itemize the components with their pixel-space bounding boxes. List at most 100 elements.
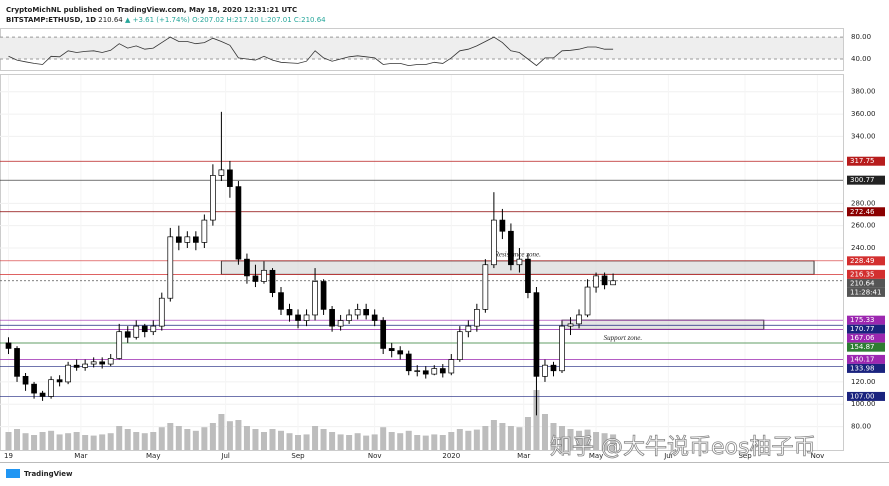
volume-bar [107, 433, 114, 450]
candle-body [473, 309, 480, 327]
candle-body [576, 314, 582, 325]
ohlc: O:207.02 H:217.10 L:207.01 C:210.64 [192, 16, 326, 24]
candle-body [31, 383, 37, 394]
candle-body [363, 309, 370, 316]
volume-bar [559, 426, 565, 450]
candle-body [354, 309, 361, 316]
change: ▲ +3.61 (+1.74%) [125, 16, 190, 24]
price-label: 216.35 [850, 270, 875, 278]
volume-bar [576, 430, 583, 450]
volume-bar [303, 434, 310, 450]
candle-body [269, 269, 276, 293]
candle-body [107, 358, 114, 365]
price-label: 140.17 [850, 355, 875, 363]
candle-body [584, 286, 591, 316]
rsi-line [8, 36, 614, 67]
volume-bar [260, 432, 267, 450]
volume-bar [346, 435, 353, 450]
volume-bar [439, 435, 446, 450]
candle-body [278, 292, 284, 310]
volume-bar [329, 432, 336, 450]
volume-bar [397, 433, 404, 450]
candle-body [73, 364, 80, 368]
volume-bar [116, 426, 123, 450]
candle-body [491, 219, 497, 266]
volume-bar [320, 429, 327, 450]
y-tick-label: 380.00 [851, 88, 876, 96]
volume-bar [14, 429, 21, 450]
price-label-box [847, 342, 885, 352]
candle-body [448, 359, 455, 374]
volume-bar [363, 435, 370, 450]
candle-body [380, 320, 387, 349]
candle-body [567, 323, 574, 327]
volume-bar [48, 430, 55, 450]
symbol: BITSTAMP:ETHUSD, 1D [6, 16, 96, 24]
y-tick-label: 340.00 [851, 132, 876, 140]
volume-bar [465, 430, 472, 450]
x-tick-label: Nov [811, 452, 825, 460]
candle-body [346, 314, 352, 321]
symbol-line: BITSTAMP:ETHUSD, 1D 210.64 ▲ +3.61 (+1.7… [6, 16, 326, 24]
volume-bar [295, 435, 302, 450]
volume-bar [167, 423, 174, 450]
volume-bar [388, 432, 395, 450]
zone-label: Resistance zone. [494, 250, 542, 258]
volume-bar [456, 429, 463, 450]
candle-body [439, 368, 446, 374]
candle-body [533, 292, 540, 377]
volume-bar [133, 432, 140, 450]
volume-bar [269, 429, 276, 450]
price-label-box [847, 256, 885, 266]
candle-body [371, 314, 378, 321]
volume-bar [567, 429, 574, 450]
y-tick-label: 240.00 [851, 244, 876, 252]
volume-bar [584, 429, 591, 450]
candle-body [312, 281, 318, 316]
candle-body [167, 236, 174, 299]
price-label-box [847, 391, 885, 401]
volume-bar [516, 427, 523, 450]
candle-body [48, 379, 54, 397]
zone-label: Support zone. [604, 334, 643, 342]
candle-body [218, 169, 225, 176]
candle-body [261, 269, 267, 282]
candle-body [133, 325, 140, 338]
candle-body [508, 230, 514, 266]
candle-body [192, 236, 199, 243]
candle-body [90, 361, 97, 365]
price-label: 170.77 [850, 325, 875, 333]
y-tick-label: 80.00 [851, 423, 871, 431]
candle-body [210, 175, 216, 221]
volume-bar [218, 414, 225, 450]
volume-bar [82, 435, 89, 450]
volume-bar [226, 421, 233, 450]
candle-body [227, 169, 233, 187]
x-tick-label: Mar [74, 452, 87, 460]
logo [6, 469, 20, 478]
volume-bar [490, 420, 497, 450]
candle-body [329, 309, 335, 327]
price-label: 210.64 [850, 279, 875, 287]
candle-body [295, 314, 301, 321]
volume-bar [31, 435, 38, 450]
candle-body [158, 297, 165, 327]
candle-body [465, 325, 472, 333]
candle-body [22, 375, 29, 385]
y-tick-label: 100.00 [851, 400, 876, 408]
y-tick-label: 120.00 [851, 378, 876, 386]
price-label: 167.06 [850, 334, 875, 342]
candle-body [550, 364, 557, 372]
price-label-box [847, 324, 885, 334]
candle-body [610, 280, 616, 286]
candle-body [141, 325, 148, 333]
volume-bar [175, 426, 182, 450]
candle-body [14, 348, 20, 377]
candle-body [414, 370, 421, 372]
volume-bar [312, 426, 319, 450]
publish-info: CryptoMichNL published on TradingView.co… [6, 6, 297, 14]
volume-bar [337, 434, 344, 450]
candle-body [150, 325, 157, 333]
candle-body [184, 236, 191, 243]
